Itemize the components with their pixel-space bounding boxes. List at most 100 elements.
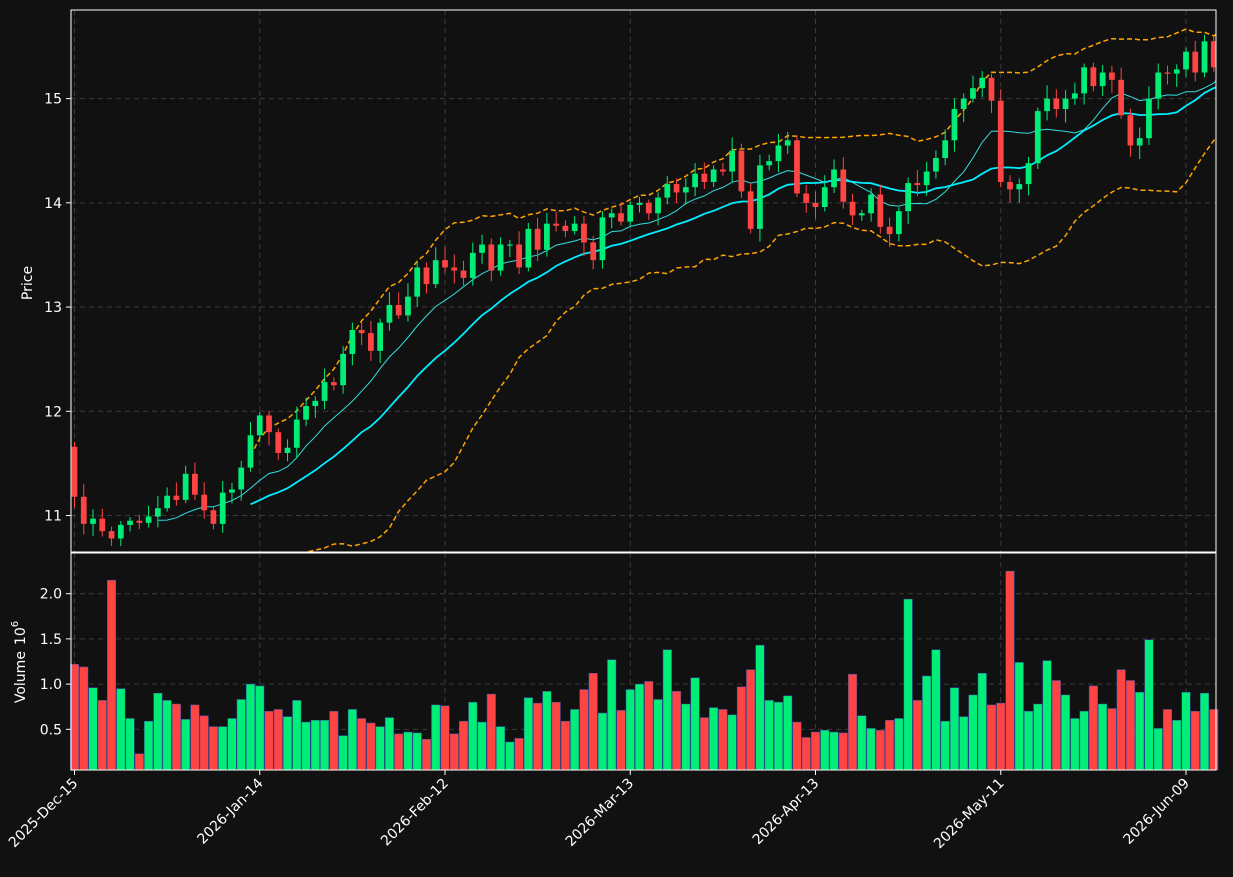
candle-body [998, 101, 1004, 182]
candle-body [822, 187, 828, 207]
volume-bar [1052, 680, 1061, 770]
volume-bar [1172, 720, 1181, 770]
candle-body [683, 187, 689, 192]
volume-bar [774, 702, 783, 770]
candle-body [146, 517, 152, 523]
candle-body [331, 382, 337, 385]
candle-body [451, 267, 457, 270]
volume-bar [607, 660, 616, 770]
volume-bar [598, 713, 607, 770]
candle-body [488, 245, 494, 271]
volume-bar [1126, 680, 1135, 770]
candle-body [1146, 99, 1152, 139]
candle-body [303, 406, 309, 420]
volume-bar [265, 711, 274, 770]
volume-bar [478, 722, 487, 770]
candle-body [201, 495, 207, 511]
candle-body [840, 169, 846, 201]
candle-body [544, 224, 550, 250]
volume-tick-label: 1.5 [40, 632, 62, 648]
volume-bar [561, 721, 570, 770]
candle-body [581, 224, 587, 243]
volume-bar [1135, 692, 1144, 770]
candle-body [952, 109, 958, 140]
candle-body [90, 519, 96, 524]
candle-body [192, 474, 198, 495]
candle-body [1081, 67, 1087, 93]
volume-axis-label-text: Volume [13, 651, 29, 703]
candle-body [701, 174, 707, 182]
volume-bar [89, 688, 98, 770]
volume-bar [181, 719, 190, 770]
candle-body [609, 213, 615, 217]
volume-bar [830, 732, 839, 770]
candle-body [711, 169, 717, 182]
volume-bar [515, 738, 524, 770]
candle-body [877, 194, 883, 226]
price-tick-label: 13 [44, 300, 62, 316]
candle-body [109, 531, 115, 538]
candle-body [81, 497, 87, 524]
candle-body [961, 99, 967, 109]
volume-bar [117, 689, 126, 770]
volume-bar [700, 718, 709, 770]
volume-bar [218, 727, 227, 770]
candle-body [803, 193, 809, 202]
volume-bar [293, 700, 302, 770]
price-tick-label: 15 [44, 92, 62, 108]
volume-bar [283, 717, 292, 770]
candle-body [248, 435, 254, 467]
volume-bar [978, 673, 987, 770]
candle-body [600, 217, 606, 260]
volume-bar [922, 676, 931, 770]
volume-bar [1108, 709, 1117, 770]
volume-bar [385, 718, 394, 770]
volume-bar [904, 599, 913, 770]
candle-body [831, 169, 837, 187]
volume-bar [746, 670, 755, 770]
volume-bar [330, 711, 339, 770]
volume-bar [126, 718, 135, 770]
candle-body [387, 305, 393, 323]
candle-body [461, 271, 467, 278]
volume-bar [876, 730, 885, 770]
volume-bar [191, 705, 200, 770]
volume-bar [506, 742, 515, 770]
volume-bar [274, 709, 283, 770]
candle-body [1044, 99, 1050, 112]
volume-bar [1080, 711, 1089, 770]
candle-body [275, 432, 281, 453]
candle-body [1118, 80, 1124, 115]
candle-body [1072, 93, 1078, 98]
candle-body [359, 330, 365, 333]
volume-bar [496, 727, 505, 770]
volume-bar [691, 678, 700, 770]
volume-bar [645, 681, 654, 770]
volume-tick-label: 0.5 [40, 722, 62, 738]
volume-bar [339, 736, 348, 770]
volume-bar [1071, 718, 1080, 770]
price-tick-label: 11 [44, 509, 62, 525]
candle-body [1053, 99, 1059, 109]
candle-body [211, 510, 217, 524]
candle-body [238, 468, 244, 490]
candle-body [618, 213, 624, 221]
volume-bar [1182, 692, 1191, 770]
volume-bar [617, 710, 626, 770]
volume-bar [709, 708, 718, 770]
volume-bar [441, 706, 450, 770]
volume-bar [932, 650, 941, 770]
candle-body [285, 448, 291, 453]
candle-body [396, 305, 402, 315]
candle-body [720, 169, 726, 171]
candle-body [1063, 99, 1069, 109]
candle-body [257, 415, 263, 435]
volume-bar [376, 727, 385, 770]
volume-bar [1154, 728, 1163, 770]
volume-bar [1098, 704, 1107, 770]
candle-body [933, 158, 939, 172]
candle-body [729, 151, 735, 172]
candle-body [368, 333, 374, 351]
volume-bar [756, 645, 765, 770]
